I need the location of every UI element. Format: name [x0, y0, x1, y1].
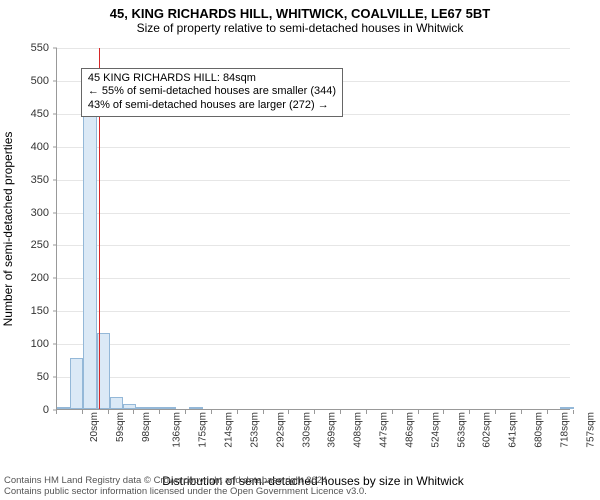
- xtick-label: 524sqm: [430, 412, 441, 448]
- ytick-mark: [53, 311, 57, 312]
- xtick-label: 20sqm: [89, 412, 100, 442]
- xtick-mark: [573, 410, 574, 414]
- ytick-mark: [53, 344, 57, 345]
- histogram-bar: [163, 407, 176, 409]
- xtick-mark: [392, 410, 393, 414]
- xtick-mark: [159, 410, 160, 414]
- xtick-mark: [263, 410, 264, 414]
- xtick-label: 136sqm: [172, 412, 183, 448]
- histogram-bar: [83, 114, 96, 409]
- xtick-label: 292sqm: [275, 412, 286, 448]
- xtick-mark: [237, 410, 238, 414]
- xtick-mark: [495, 410, 496, 414]
- xtick-mark: [56, 410, 57, 414]
- gridline: [57, 48, 570, 49]
- xtick-mark: [82, 410, 83, 414]
- plot-area: 45 KING RICHARDS HILL: 84sqm ← 55% of se…: [56, 48, 570, 410]
- gridline: [57, 147, 570, 148]
- xtick-mark: [288, 410, 289, 414]
- xtick-label: 253sqm: [250, 412, 261, 448]
- ytick-mark: [53, 212, 57, 213]
- xtick-label: 447sqm: [379, 412, 390, 448]
- ytick-label: 500: [31, 75, 49, 87]
- info-line2: ← 55% of semi-detached houses are smalle…: [88, 85, 336, 99]
- info-box: 45 KING RICHARDS HILL: 84sqm ← 55% of se…: [81, 68, 343, 117]
- ytick-mark: [53, 179, 57, 180]
- info-line1: 45 KING RICHARDS HILL: 84sqm: [88, 72, 336, 86]
- footer-attribution: Contains HM Land Registry data © Crown c…: [4, 476, 367, 498]
- xtick-label: 563sqm: [456, 412, 467, 448]
- ytick-label: 50: [37, 371, 49, 383]
- xtick-mark: [185, 410, 186, 414]
- xtick-mark: [340, 410, 341, 414]
- gridline: [57, 213, 570, 214]
- histogram-bar: [136, 407, 149, 409]
- xtick-label: 680sqm: [534, 412, 545, 448]
- xtick-mark: [108, 410, 109, 414]
- title-line2: Size of property relative to semi-detach…: [0, 21, 600, 35]
- xtick-mark: [521, 410, 522, 414]
- ytick-label: 250: [31, 239, 49, 251]
- gridline: [57, 278, 570, 279]
- xtick-label: 408sqm: [353, 412, 364, 448]
- ytick-label: 450: [31, 108, 49, 120]
- ytick-label: 400: [31, 141, 49, 153]
- histogram-bar: [150, 407, 163, 409]
- xtick-label: 214sqm: [224, 412, 235, 448]
- ytick-mark: [53, 245, 57, 246]
- chart-title-block: 45, KING RICHARDS HILL, WHITWICK, COALVI…: [0, 0, 600, 35]
- histogram-bar: [70, 358, 83, 409]
- ytick-label: 300: [31, 207, 49, 219]
- gridline: [57, 311, 570, 312]
- xtick-label: 175sqm: [198, 412, 209, 448]
- info-line3: 43% of semi-detached houses are larger (…: [88, 99, 336, 113]
- xtick-label: 757sqm: [585, 412, 596, 448]
- xtick-mark: [547, 410, 548, 414]
- gridline: [57, 377, 570, 378]
- xtick-label: 718sqm: [560, 412, 571, 448]
- histogram-bar: [123, 404, 136, 409]
- xtick-mark: [418, 410, 419, 414]
- y-axis-title: Number of semi-detached properties: [1, 132, 15, 327]
- xtick-label: 98sqm: [141, 412, 152, 442]
- x-tick-container: 20sqm 59sqm 98sqm 136sqm 175sqm 214sqm 253sqm 2…: [56, 410, 570, 470]
- xtick-mark: [133, 410, 134, 414]
- xtick-label: 486sqm: [405, 412, 416, 448]
- ytick-mark: [53, 146, 57, 147]
- ytick-label: 150: [31, 305, 49, 317]
- ytick-mark: [53, 113, 57, 114]
- chart-area: 45 KING RICHARDS HILL: 84sqm ← 55% of se…: [56, 48, 570, 410]
- xtick-label: 369sqm: [327, 412, 338, 448]
- histogram-bar: [189, 407, 202, 409]
- xtick-mark: [314, 410, 315, 414]
- histogram-bar: [57, 407, 70, 409]
- xtick-label: 59sqm: [115, 412, 126, 442]
- footer-line2: Contains public sector information licen…: [4, 487, 367, 498]
- xtick-mark: [469, 410, 470, 414]
- gridline: [57, 344, 570, 345]
- ytick-mark: [53, 48, 57, 49]
- xtick-label: 602sqm: [482, 412, 493, 448]
- xtick-label: 330sqm: [301, 412, 312, 448]
- title-line1: 45, KING RICHARDS HILL, WHITWICK, COALVI…: [0, 6, 600, 21]
- ytick-label: 350: [31, 174, 49, 186]
- histogram-bar: [560, 407, 573, 409]
- gridline: [57, 180, 570, 181]
- ytick-label: 550: [31, 42, 49, 54]
- histogram-bar: [110, 397, 123, 409]
- xtick-mark: [443, 410, 444, 414]
- ytick-mark: [53, 80, 57, 81]
- ytick-mark: [53, 377, 57, 378]
- ytick-label: 100: [31, 338, 49, 350]
- xtick-label: 641sqm: [508, 412, 519, 448]
- ytick-label: 0: [43, 404, 49, 416]
- ytick-label: 200: [31, 272, 49, 284]
- xtick-mark: [366, 410, 367, 414]
- xtick-mark: [211, 410, 212, 414]
- gridline: [57, 245, 570, 246]
- ytick-mark: [53, 278, 57, 279]
